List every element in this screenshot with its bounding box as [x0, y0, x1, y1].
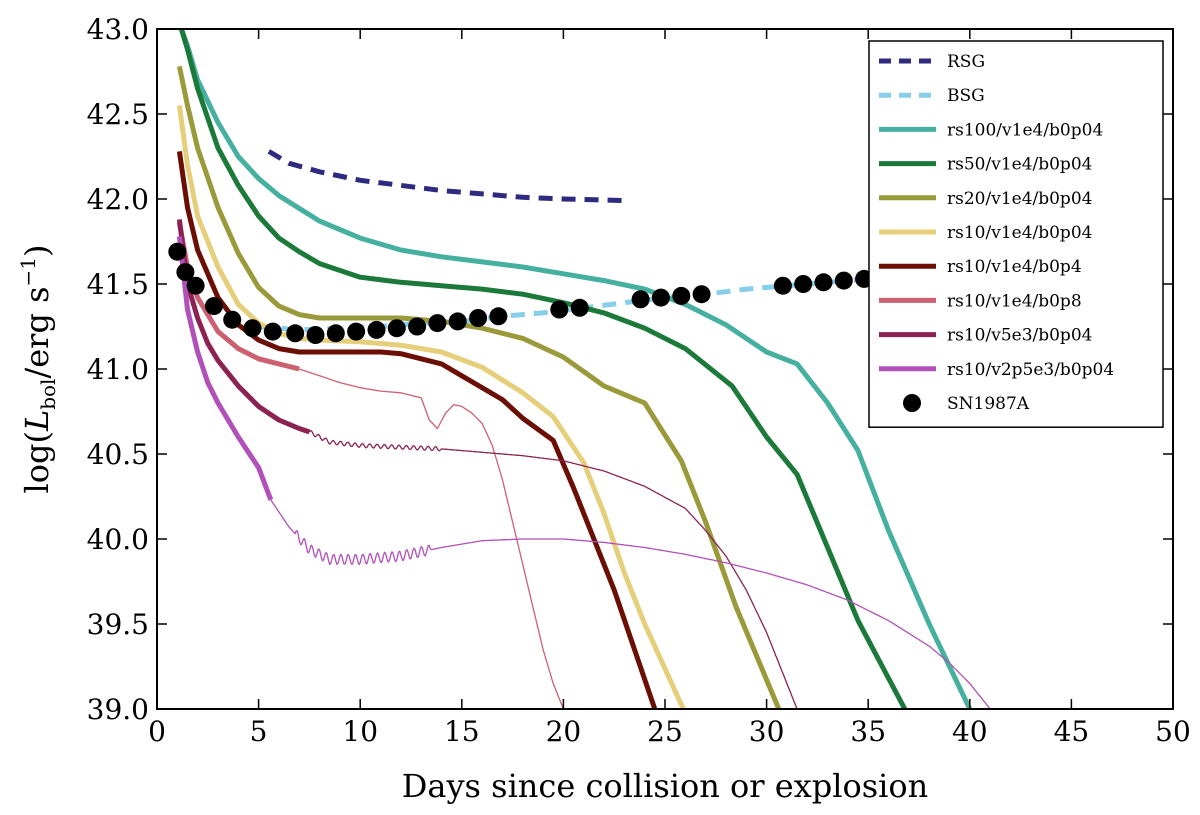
y-tick-label: 41.5	[87, 268, 149, 301]
sn1987a-point	[387, 319, 406, 338]
sn1987a-point	[469, 309, 488, 327]
legend-label: SN1987A	[947, 394, 1030, 414]
sn1987a-point	[263, 322, 282, 341]
series-rs10-v1e4-b0p4	[176, 151, 658, 709]
sn1987a-point	[286, 324, 305, 343]
legend-label: rs10/v1e4/b0p04	[947, 223, 1092, 243]
y-tick-label: 42.0	[87, 183, 149, 216]
y-tick-label: 43.0	[87, 13, 149, 46]
x-axis-label: Days since collision or explosion	[402, 767, 929, 805]
sn1987a-point	[651, 288, 670, 307]
y-label-symbol: L	[18, 410, 56, 432]
sn1987a-point	[672, 286, 691, 305]
series-tail-10	[298, 368, 565, 709]
series-rs20-v1e4-b0p04	[176, 65, 782, 709]
series-rs10-v5e3-b0p04	[176, 219, 311, 435]
sn1987a-point	[773, 276, 792, 295]
sn1987a-point	[570, 298, 589, 317]
y-tick-label: 40.0	[87, 523, 149, 556]
sn1987a-point	[428, 314, 447, 333]
series-tail-11	[308, 430, 798, 709]
series-rs10-v1e4-b0p04	[176, 105, 686, 709]
y-tick-label: 40.5	[87, 438, 149, 471]
legend-label: rs100/v1e4/b0p04	[947, 120, 1103, 140]
legend-label: rs10/v1e4/b0p4	[947, 257, 1082, 277]
sn1987a-point	[326, 324, 345, 343]
legend-label: BSG	[947, 86, 985, 106]
legend-marker	[903, 394, 921, 412]
y-axis-label: log(Lbol/erg s−1)	[16, 244, 60, 493]
sn1987a-point	[814, 273, 833, 292]
series-rs10-v2p5e3-b0p04	[176, 236, 274, 501]
legend-label: rs10/v5e3/b0p04	[947, 326, 1092, 346]
x-tick-label: 30	[749, 715, 785, 748]
y-label-units: /erg s	[18, 286, 56, 378]
sn1987a-point	[448, 312, 467, 331]
sn1987a-point	[306, 326, 325, 344]
scatter-layer	[168, 242, 874, 344]
sn1987a-point	[631, 290, 650, 309]
x-tick-label: 10	[342, 715, 378, 748]
sn1987a-point	[204, 297, 223, 316]
legend-label: rs20/v1e4/b0p04	[947, 189, 1092, 209]
y-tick-label: 42.5	[87, 98, 149, 131]
x-tick-label: 25	[647, 715, 683, 748]
sn1987a-point	[408, 317, 427, 336]
x-tick-label: 20	[546, 715, 582, 748]
sn1987a-point	[550, 300, 569, 319]
y-label-suffix: )	[18, 244, 56, 256]
series-rs50-v1e4-b0p04	[179, 29, 908, 709]
sn1987a-point	[168, 242, 187, 261]
x-tick-label: 5	[250, 715, 268, 748]
x-tick-label: 15	[444, 715, 480, 748]
x-tick-label: 35	[850, 715, 886, 748]
legend-label: rs50/v1e4/b0p04	[947, 155, 1092, 175]
y-label-subscript: bol	[36, 379, 60, 410]
legend-label: rs10/v2p5e3/b0p04	[947, 360, 1114, 380]
sn1987a-point	[186, 276, 205, 295]
series-tail-12	[270, 499, 991, 709]
sn1987a-point	[834, 271, 853, 290]
y-label-superscript: −1	[16, 257, 40, 286]
y-label-prefix: log(	[18, 431, 56, 493]
sn1987a-point	[347, 322, 366, 341]
legend-label: RSG	[947, 52, 985, 72]
y-tick-label: 39.0	[87, 693, 149, 726]
series-rs100-v1e4-b0p04	[179, 29, 973, 709]
x-tick-label: 50	[1155, 715, 1191, 748]
x-tick-label: 45	[1054, 715, 1090, 748]
y-tick-label: 41.0	[87, 353, 149, 386]
series-layer	[176, 29, 991, 709]
sn1987a-point	[367, 320, 386, 339]
sn1987a-point	[223, 310, 242, 329]
sn1987a-point	[692, 285, 711, 304]
sn1987a-point	[489, 307, 508, 326]
sn1987a-point	[243, 319, 262, 338]
x-tick-label: 0	[148, 715, 166, 748]
legend-label: rs10/v1e4/b0p8	[947, 291, 1082, 311]
series-rsg	[267, 149, 631, 204]
sn1987a-point	[176, 263, 195, 282]
y-tick-label: 39.5	[87, 608, 149, 641]
sn1987a-point	[794, 275, 813, 293]
legend: RSG BSG rs100/v1e4/b0p04 rs50/v1e4/b0p04 rs2…	[868, 40, 1164, 428]
tick-layer: 0 5 10 15 20 25 30 35 40 45 50 39.0 39.5 40.0 40.5 41.0…	[87, 13, 1191, 748]
x-tick-label: 40	[952, 715, 988, 748]
